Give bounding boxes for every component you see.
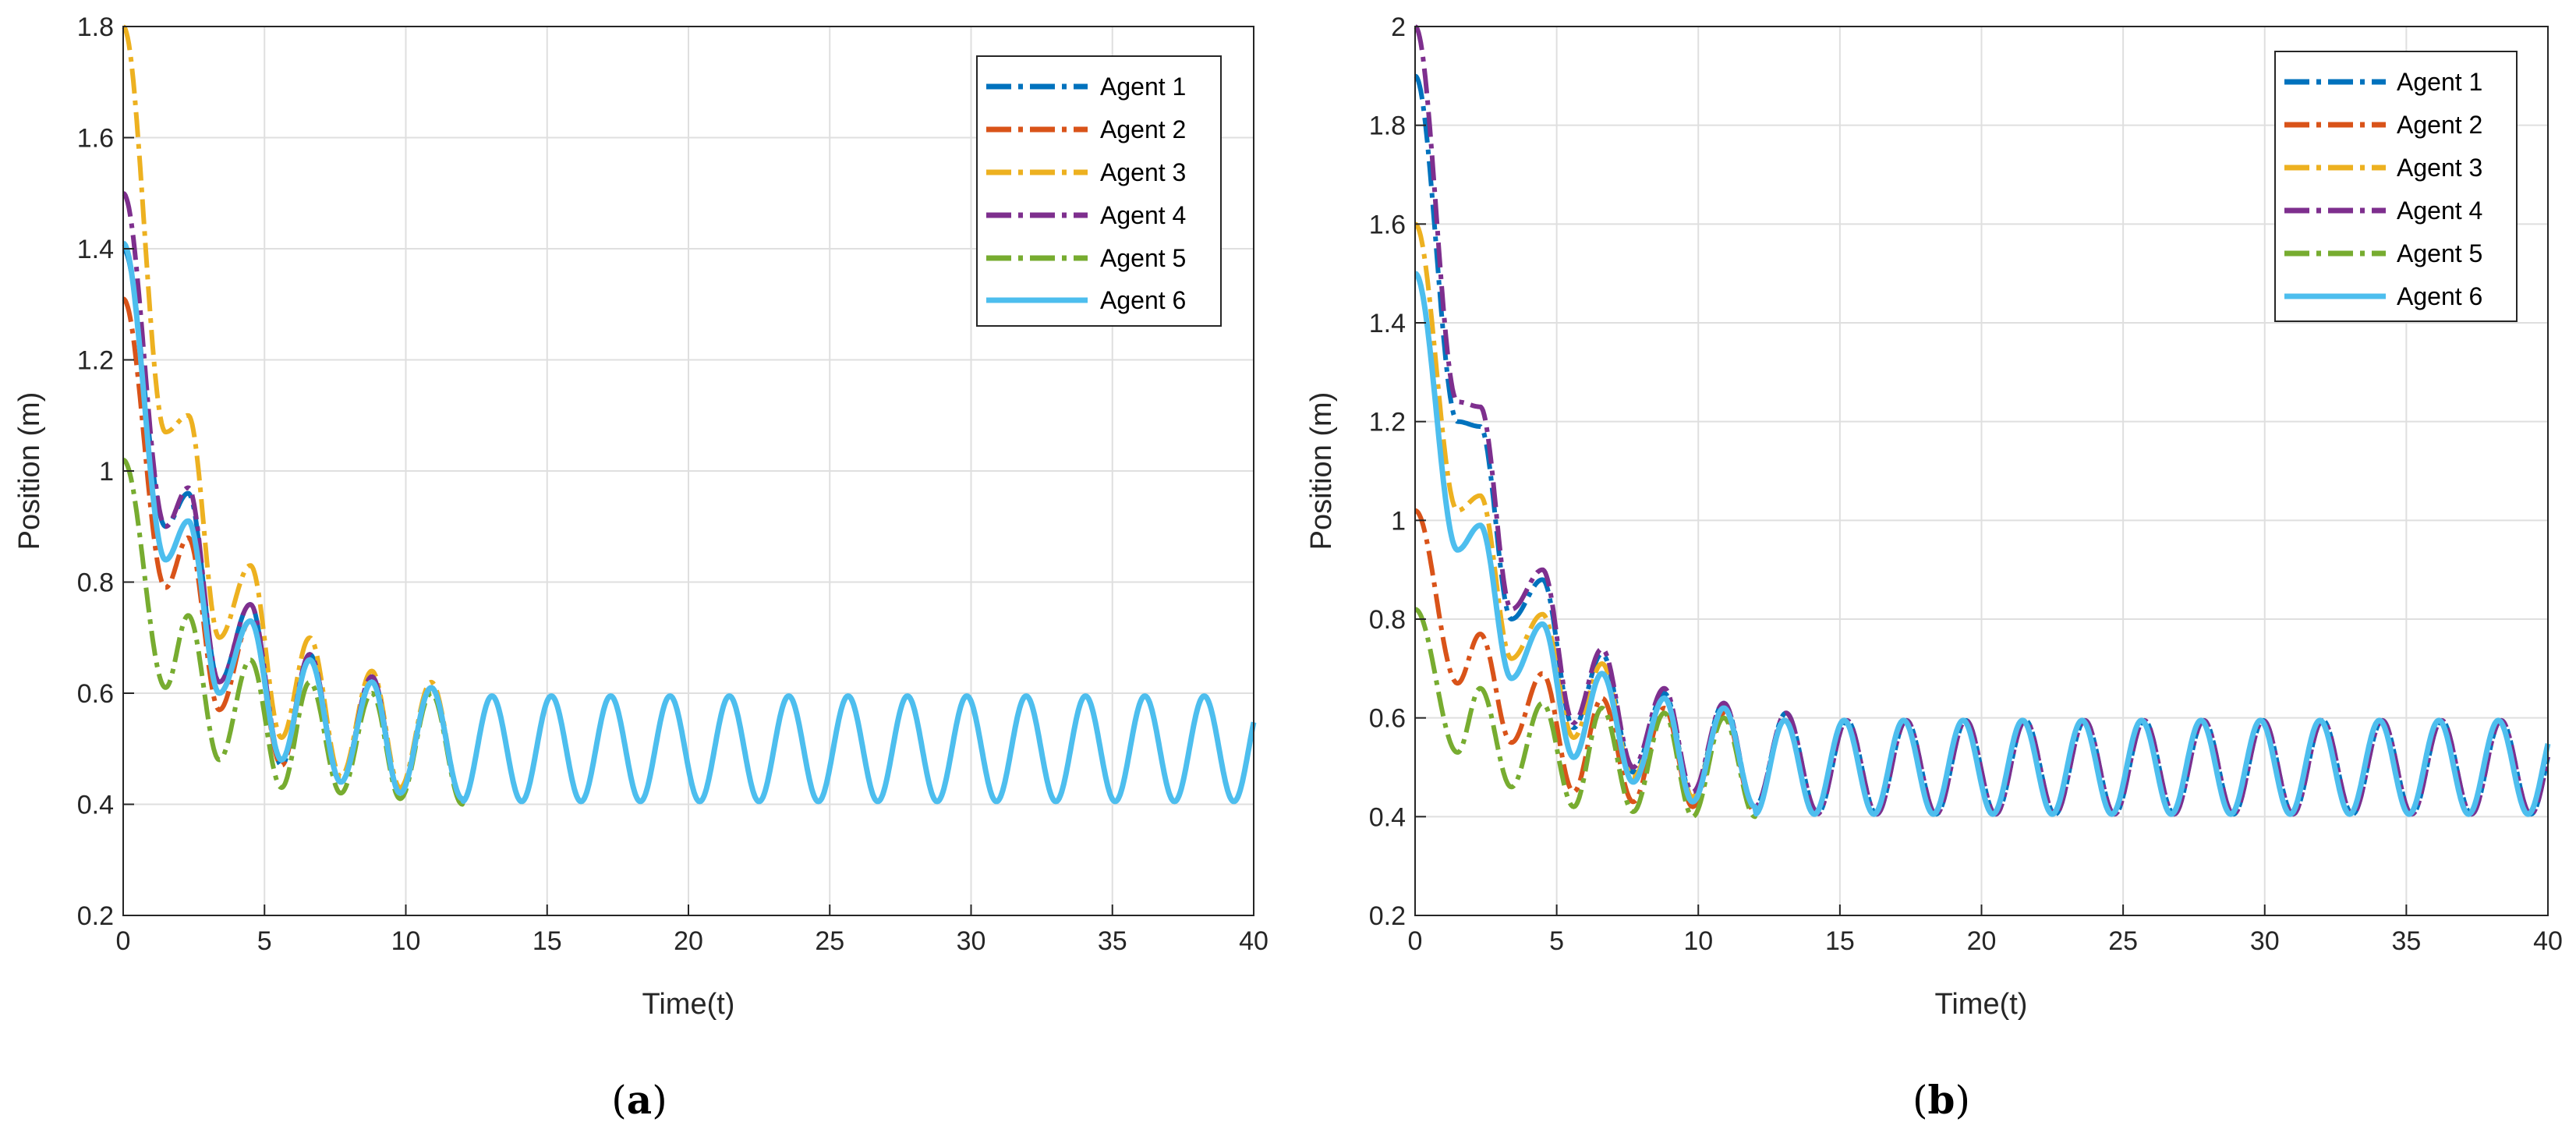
x-ticks-a: 0 5 10 15 20 25 30 35 40	[116, 905, 1269, 956]
y-tick-label: 0.4	[1369, 802, 1406, 832]
caption-a-open: (	[611, 1078, 627, 1123]
legend-entry-b-5: Agent 5	[2284, 239, 2482, 267]
x-ticks-b: 0 5 10 15 20 25 30 35 40	[1408, 905, 2563, 956]
y-tick-label: 1	[1391, 506, 1406, 536]
x-tick-label: 0	[1408, 926, 1423, 956]
y-tick-label: 1.8	[77, 12, 114, 42]
y-ticks-a: 0.2 0.4 0.6 0.8 1 1.2 1.4 1.6 1.8	[77, 12, 134, 931]
y-tick-label: 1.2	[1369, 408, 1406, 437]
legend-entry-b-1: Agent 1	[2284, 68, 2482, 96]
series-line-a-6	[121, 240, 1257, 805]
legend-entry-a-2: Agent 2	[986, 115, 1186, 143]
x-tick-label: 25	[2108, 926, 2138, 956]
caption-a: (a)	[611, 1077, 667, 1123]
legend-box-a	[976, 55, 1222, 327]
legend-b: Agent 1 Agent 2 Agent 3 Agent 4 Agent 5 …	[2274, 51, 2518, 322]
legend-label-b-2: Agent 2	[2397, 111, 2482, 139]
panel-a: 0 5 10 15 20 25 30 35 40 0.2 0.4 0.6 0.8 1 1.2 1.4 1.6 1…	[13, 12, 1269, 1123]
y-tick-label: 0.6	[77, 679, 114, 709]
y-tick-label: 1.8	[1369, 112, 1406, 141]
caption-b-letter: b	[1928, 1077, 1955, 1123]
y-tick-label: 1.2	[77, 346, 114, 376]
legend-label-a-4: Agent 4	[1100, 201, 1186, 229]
legend-entry-a-6: Agent 6	[986, 286, 1186, 314]
series-line-a-1	[122, 246, 1256, 804]
x-tick-label: 15	[533, 926, 562, 956]
x-tick-label: 35	[2391, 926, 2421, 956]
panel-b: 0 5 10 15 20 25 30 35 40 0.2 0.4 0.6 0.8 1 1.2 1.4 1.6 1…	[1305, 12, 2563, 1123]
y-tick-label: 1	[99, 457, 114, 487]
grid-a	[123, 27, 1254, 915]
legend-entry-b-2: Agent 2	[2284, 111, 2482, 139]
legend-label-a-3: Agent 3	[1100, 158, 1186, 186]
legend-entry-a-1: Agent 1	[986, 73, 1186, 101]
x-tick-label: 25	[815, 926, 844, 956]
legend-label-b-4: Agent 4	[2397, 196, 2482, 225]
y-axis-label-b: Position (m)	[1305, 392, 1338, 551]
x-tick-label: 5	[1549, 926, 1564, 956]
caption-b-close: )	[1955, 1078, 1970, 1123]
y-tick-label: 0.8	[77, 568, 114, 598]
legend-entry-b-4: Agent 4	[2284, 196, 2482, 225]
y-ticks-b: 0.2 0.4 0.6 0.8 1 1.2 1.4 1.6 1.8 2	[1369, 12, 1426, 931]
caption-a-letter: a	[627, 1077, 652, 1123]
legend-a: Agent 1 Agent 2 Agent 3 Agent 4 Agent 5 …	[976, 55, 1222, 327]
legend-entry-a-4: Agent 4	[986, 201, 1186, 229]
x-tick-label: 20	[674, 926, 703, 956]
y-tick-label: 0.6	[1369, 704, 1406, 734]
x-tick-label: 30	[957, 926, 986, 956]
legend-label-b-5: Agent 5	[2397, 239, 2482, 267]
series-group-a	[121, 24, 1257, 807]
legend-entry-b-6: Agent 6	[2284, 282, 2482, 310]
series-line-b-6	[1414, 271, 2551, 817]
series-group-b	[1414, 24, 2551, 820]
legend-label-a-6: Agent 6	[1100, 286, 1186, 314]
y-axis-label-a: Position (m)	[13, 392, 46, 551]
legend-label-a-1: Agent 1	[1100, 73, 1186, 101]
legend-entry-a-5: Agent 5	[986, 244, 1186, 272]
caption-b-open: (	[1913, 1078, 1928, 1123]
x-tick-label: 40	[1239, 926, 1269, 956]
caption-a-close: )	[652, 1078, 667, 1123]
x-axis-label-b: Time(t)	[1935, 988, 2028, 1021]
x-tick-label: 10	[391, 926, 421, 956]
y-tick-label: 0.2	[77, 901, 114, 931]
x-axis-label-a: Time(t)	[642, 988, 735, 1021]
y-tick-label: 0.4	[77, 791, 114, 820]
legend-label-b-1: Agent 1	[2397, 68, 2482, 96]
legend-label-b-3: Agent 3	[2397, 154, 2482, 182]
y-tick-label: 0.2	[1369, 901, 1406, 931]
y-tick-label: 1.6	[77, 124, 114, 154]
x-tick-label: 35	[1098, 926, 1127, 956]
y-tick-label: 1.4	[1369, 309, 1406, 338]
y-tick-label: 1.4	[77, 235, 114, 264]
x-tick-label: 20	[1967, 926, 1997, 956]
legend-box-b	[2274, 51, 2518, 322]
x-tick-label: 0	[116, 926, 131, 956]
legend-entry-b-3: Agent 3	[2284, 154, 2482, 182]
legend-label-b-6: Agent 6	[2397, 282, 2482, 310]
x-tick-label: 10	[1683, 926, 1713, 956]
legend-entry-a-3: Agent 3	[986, 158, 1186, 186]
x-tick-label: 15	[1825, 926, 1855, 956]
y-tick-label: 1.6	[1369, 210, 1406, 239]
x-tick-label: 5	[257, 926, 272, 956]
y-tick-label: 2	[1391, 12, 1406, 42]
legend-label-a-5: Agent 5	[1100, 244, 1186, 272]
legend-label-a-2: Agent 2	[1100, 115, 1186, 143]
y-tick-label: 0.8	[1369, 605, 1406, 635]
x-tick-label: 40	[2533, 926, 2563, 956]
caption-b: (b)	[1913, 1077, 1970, 1123]
x-tick-label: 30	[2250, 926, 2280, 956]
